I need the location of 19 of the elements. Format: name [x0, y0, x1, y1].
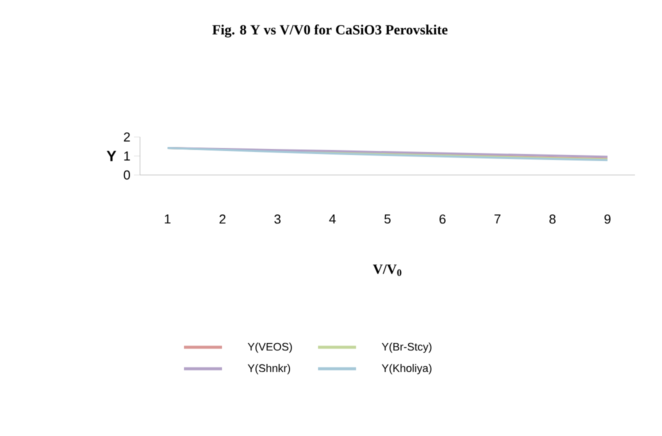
y-tick-label: 0 — [124, 170, 130, 180]
legend-label: Υ(Br-Stcy) — [382, 342, 432, 353]
legend-label: Υ(Shnkr) — [248, 364, 290, 374]
y-tick-label: 2 — [124, 132, 130, 142]
legend-label: Υ(VEOS) — [248, 342, 292, 353]
x-tick-label: 2 — [220, 214, 226, 224]
x-tick-label: 3 — [274, 214, 281, 224]
y-axis-title: Υ — [106, 150, 116, 162]
x-tick-label: 8 — [549, 214, 556, 224]
x-tick-label: 5 — [384, 214, 391, 224]
legend-label: Υ(Kholiya) — [382, 364, 432, 374]
x-tick-label: 1 — [164, 214, 170, 224]
x-axis-title: V/V$_{0}$ — [372, 264, 402, 276]
chart-title: Fig. 8 Υ vs V/V0 for CaSiO3 Perovskite — [212, 24, 448, 38]
x-tick-label: 7 — [494, 214, 500, 224]
x-tick-label: 4 — [329, 214, 336, 224]
y-tick-label: 1 — [124, 152, 130, 160]
x-tick-label: 9 — [604, 214, 610, 224]
x-tick-label: 6 — [440, 214, 446, 224]
